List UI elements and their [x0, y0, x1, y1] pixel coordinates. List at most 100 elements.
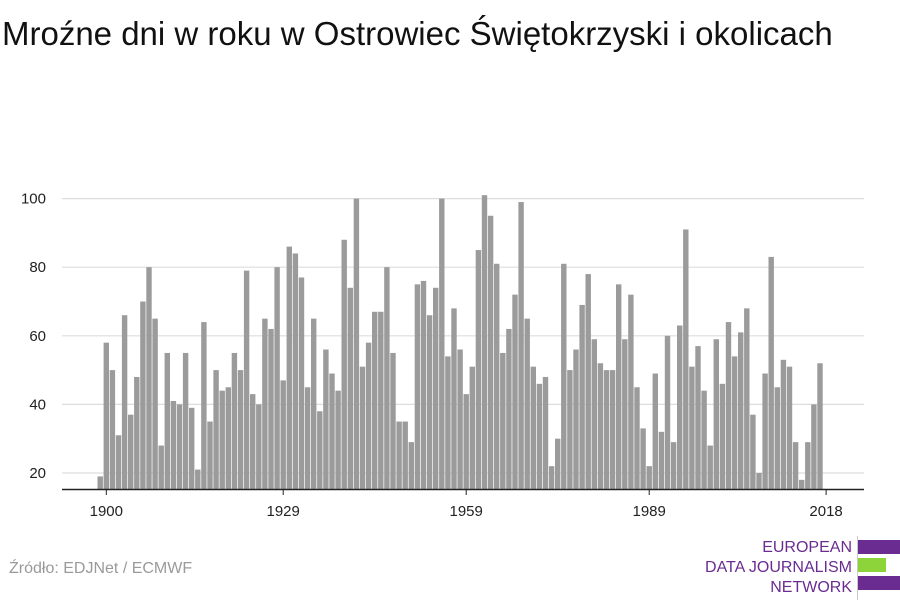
bar-2003[interactable] [731, 356, 738, 489]
bar-1971[interactable] [536, 383, 543, 489]
bar-1983[interactable] [609, 370, 616, 489]
bar-1921[interactable] [231, 352, 238, 489]
bar-2006[interactable] [750, 414, 756, 489]
bar-1968[interactable] [518, 202, 524, 489]
bar-1955[interactable] [439, 198, 445, 489]
bar-1938[interactable] [335, 390, 341, 489]
bar-1975[interactable] [561, 263, 567, 489]
bar-1953[interactable] [426, 315, 433, 489]
bar-1989[interactable] [646, 466, 652, 489]
bar-1933[interactable] [304, 387, 311, 489]
bar-1964[interactable] [494, 263, 500, 489]
bar-1936[interactable] [323, 349, 329, 489]
bar-1939[interactable] [341, 239, 347, 489]
bar-1930[interactable] [286, 246, 292, 489]
bar-2010[interactable] [774, 387, 780, 489]
bar-1995[interactable] [683, 229, 689, 489]
bar-1979[interactable] [585, 274, 591, 489]
bar-1999[interactable] [707, 445, 713, 489]
edjnet-logo[interactable]: EUROPEAN DATA JOURNALISM NETWORK [700, 536, 900, 600]
bar-1981[interactable] [597, 363, 604, 489]
bar-1922[interactable] [237, 370, 244, 489]
bar-1978[interactable] [579, 304, 585, 489]
bar-1963[interactable] [487, 215, 494, 489]
bar-1997[interactable] [695, 346, 701, 489]
bar-1937[interactable] [329, 373, 335, 489]
bar-2001[interactable] [719, 383, 726, 489]
bar-1970[interactable] [530, 366, 536, 489]
bar-1927[interactable] [268, 328, 274, 489]
bar-1991[interactable] [658, 431, 665, 489]
bar-1934[interactable] [311, 318, 317, 489]
bar-1901[interactable] [109, 370, 116, 489]
bar-1952[interactable] [420, 280, 427, 489]
bar-2005[interactable] [744, 308, 750, 489]
bar-1908[interactable] [152, 318, 158, 489]
bar-1940[interactable] [347, 287, 353, 489]
bar-2009[interactable] [768, 256, 774, 489]
bar-1954[interactable] [433, 287, 439, 489]
bar-1969[interactable] [524, 318, 530, 489]
bar-1926[interactable] [262, 318, 268, 489]
bar-1957[interactable] [451, 308, 457, 489]
bar-1932[interactable] [298, 277, 305, 489]
bar-1982[interactable] [603, 370, 610, 489]
bar-1961[interactable] [475, 250, 482, 489]
bar-1946[interactable] [384, 267, 390, 489]
bar-2016[interactable] [811, 404, 817, 489]
bar-2004[interactable] [738, 332, 744, 489]
bar-1973[interactable] [548, 466, 555, 489]
bar-2002[interactable] [725, 322, 732, 489]
bar-1966[interactable] [506, 328, 512, 489]
bar-1990[interactable] [652, 373, 658, 489]
bar-1984[interactable] [616, 284, 622, 489]
bar-2000[interactable] [713, 339, 719, 489]
bar-1950[interactable] [408, 442, 414, 489]
bar-1913[interactable] [182, 352, 189, 489]
bar-1993[interactable] [670, 442, 677, 489]
bar-1917[interactable] [207, 421, 213, 489]
bar-1987[interactable] [634, 387, 640, 489]
bar-2014[interactable] [799, 479, 805, 489]
bar-1943[interactable] [365, 342, 372, 489]
bar-1928[interactable] [274, 267, 280, 489]
bar-1919[interactable] [219, 390, 225, 489]
bar-1923[interactable] [243, 270, 250, 489]
bar-1918[interactable] [213, 370, 219, 489]
bar-1912[interactable] [176, 404, 183, 489]
bar-1942[interactable] [359, 366, 366, 489]
bar-1914[interactable] [189, 407, 195, 489]
bar-1986[interactable] [628, 294, 634, 489]
bar-1988[interactable] [640, 428, 646, 489]
bar-1951[interactable] [414, 284, 421, 489]
bar-1972[interactable] [542, 376, 549, 489]
bar-1915[interactable] [195, 469, 201, 489]
bar-1909[interactable] [158, 445, 164, 489]
bar-1941[interactable] [353, 198, 360, 489]
bar-1944[interactable] [372, 311, 378, 489]
bar-1947[interactable] [390, 352, 396, 489]
bar-1907[interactable] [146, 267, 152, 489]
bar-2011[interactable] [780, 359, 787, 489]
bar-2017[interactable] [817, 363, 823, 489]
bar-1976[interactable] [567, 370, 573, 489]
bar-1925[interactable] [256, 404, 262, 489]
bar-1904[interactable] [128, 414, 134, 489]
bar-2015[interactable] [805, 442, 811, 489]
bar-2007[interactable] [756, 473, 762, 489]
bar-1960[interactable] [469, 366, 475, 489]
bar-1929[interactable] [280, 380, 286, 489]
bar-1980[interactable] [591, 339, 597, 489]
bar-1945[interactable] [378, 311, 384, 489]
bar-1994[interactable] [677, 325, 683, 489]
bar-1906[interactable] [140, 301, 146, 490]
bar-1956[interactable] [445, 356, 451, 489]
bar-1992[interactable] [664, 335, 671, 489]
bar-1900[interactable] [103, 342, 109, 489]
bar-1965[interactable] [500, 352, 506, 489]
bar-1977[interactable] [573, 349, 579, 489]
bar-1902[interactable] [115, 435, 122, 489]
bar-1996[interactable] [689, 366, 695, 489]
bar-1920[interactable] [225, 387, 231, 489]
bar-2012[interactable] [786, 366, 793, 489]
